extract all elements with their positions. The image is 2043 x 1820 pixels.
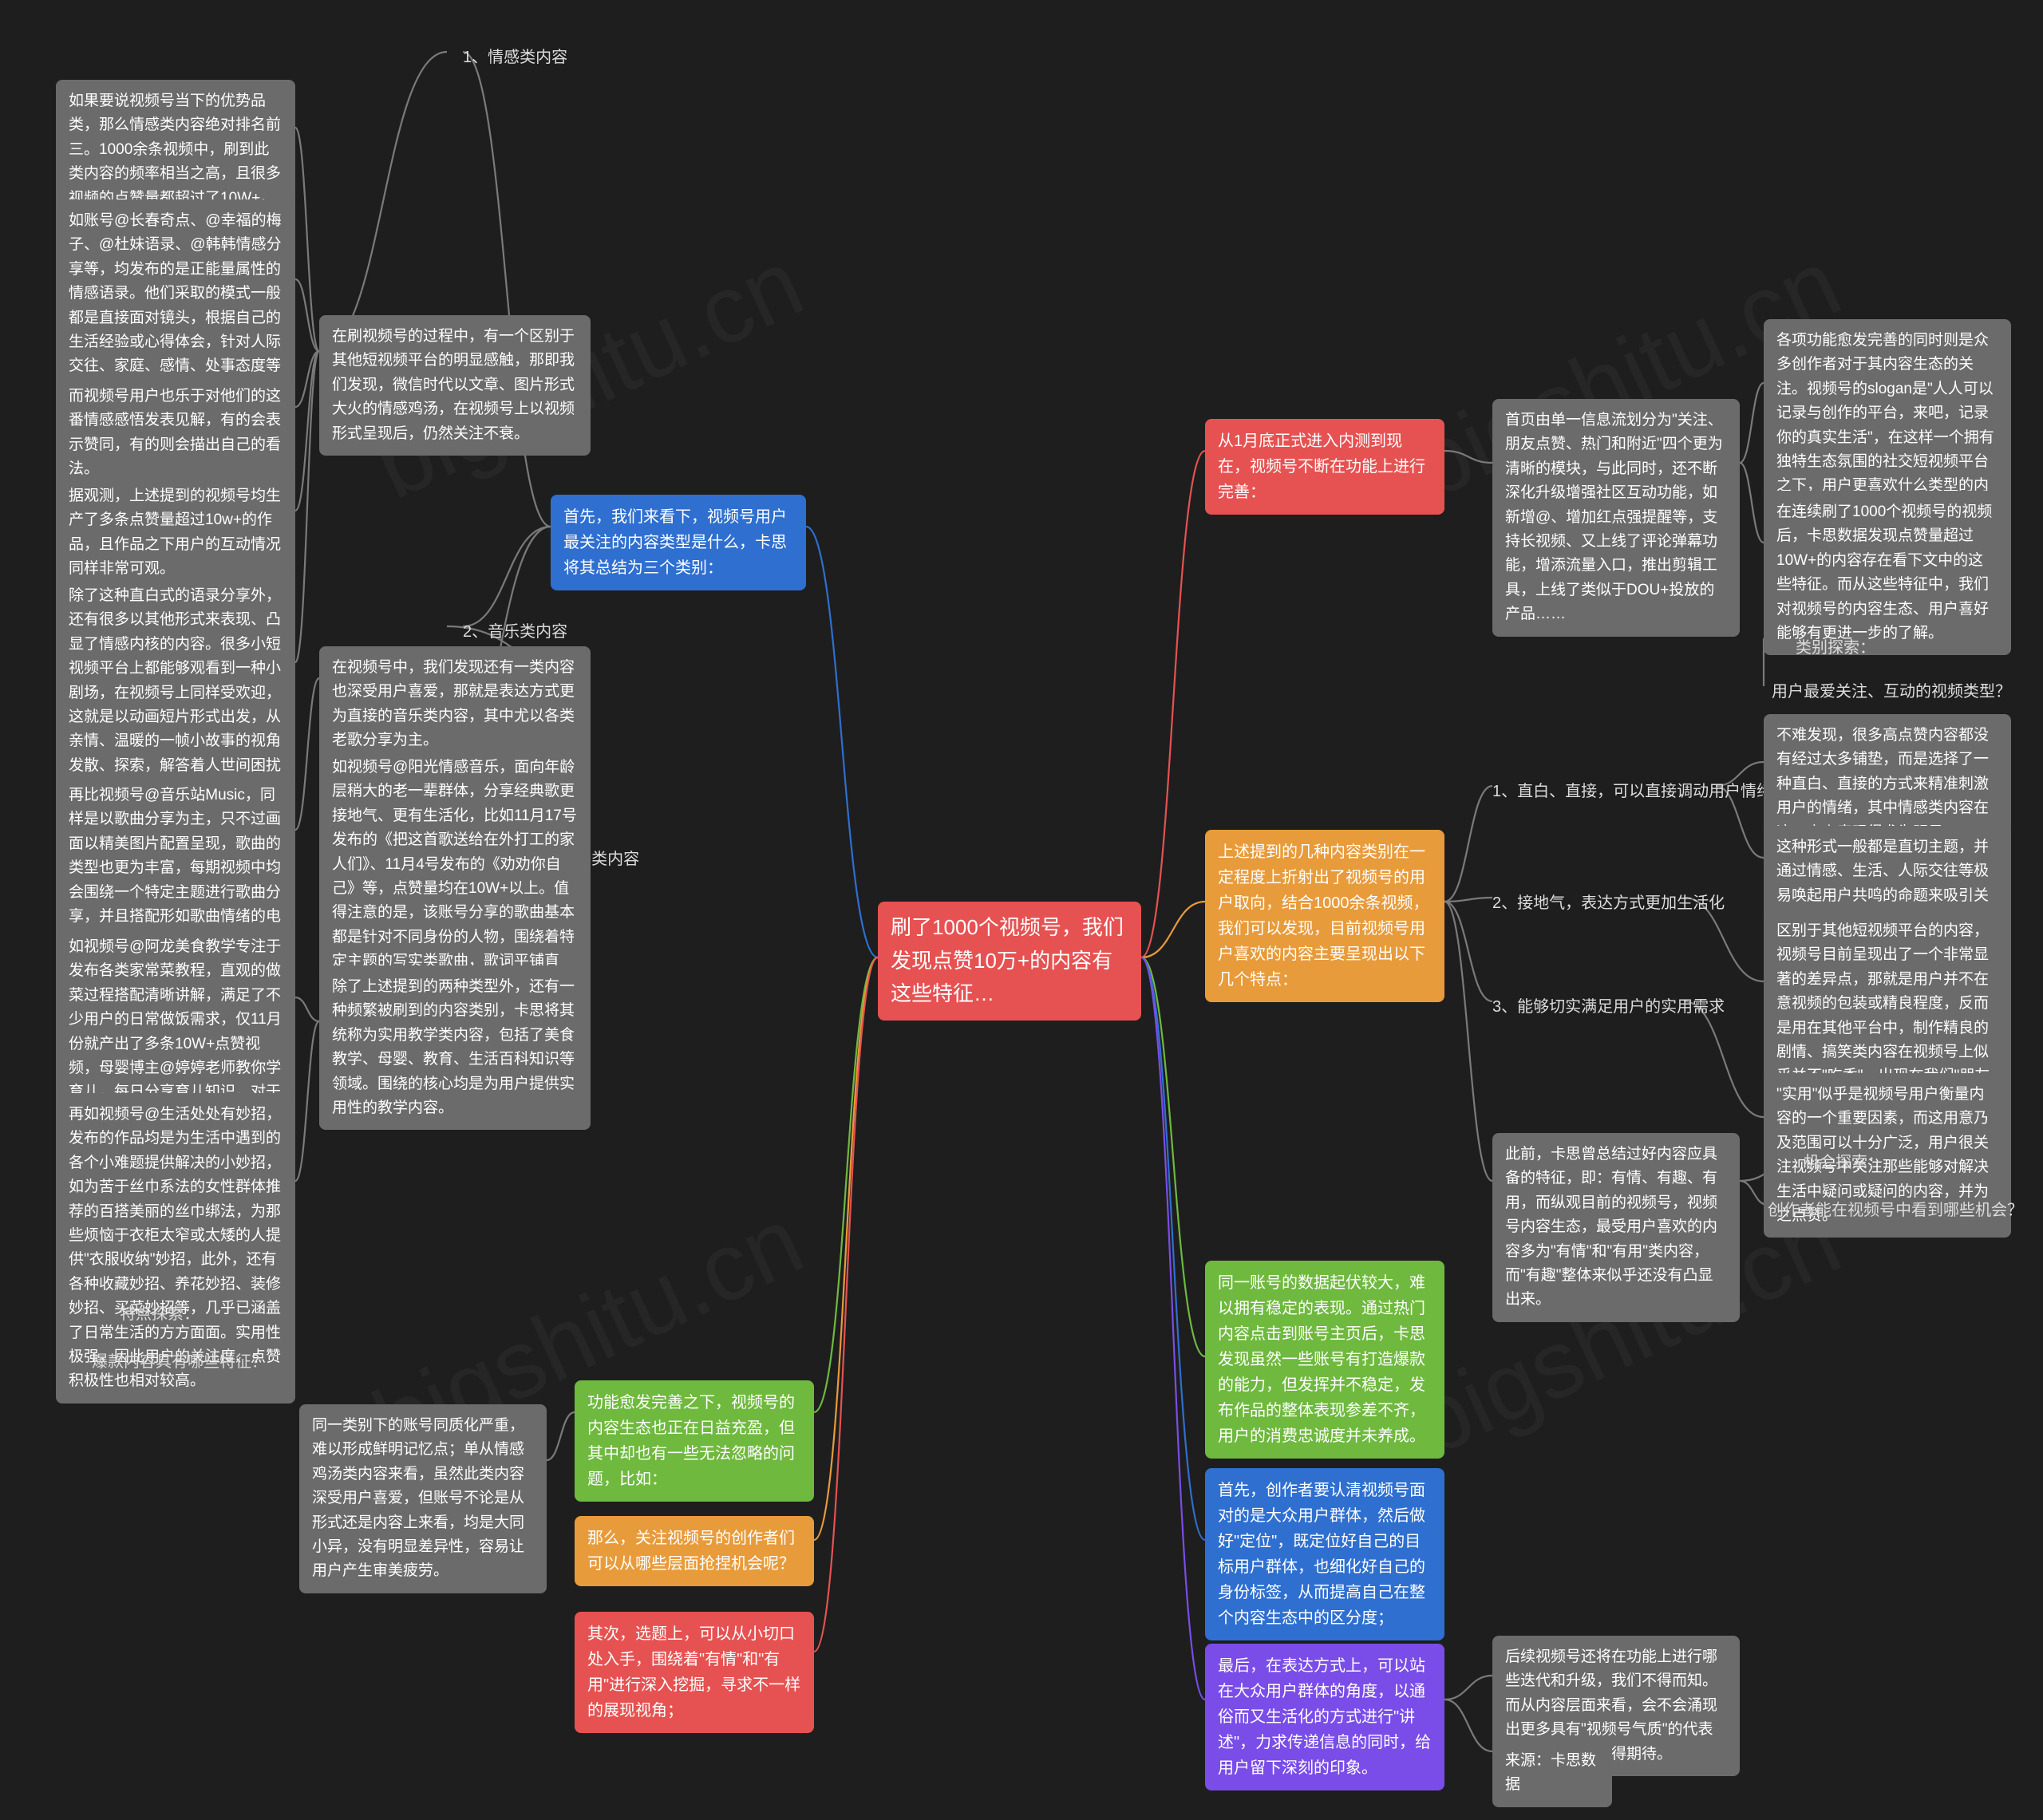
node-orange-right[interactable]: 上述提到的几种内容类别在一定程度上折射出了视频号的用户取向，结合1000余条视频… — [1205, 830, 1444, 1002]
node-blue-right[interactable]: 首先，创作者要认清视频号面对的是大众用户群体，然后做好"定位"，既定位好自己的目… — [1205, 1468, 1444, 1640]
cat1-intro[interactable]: 在刷视频号的过程中，有一个区别于其他短视频平台的明显感触，那即我们发现，微信时代… — [319, 315, 591, 456]
r-label-0: 类别探索： — [1796, 634, 1875, 657]
node-purple-right[interactable]: 最后，在表达方式上，可以站在大众用户群体的角度，以通俗而又生活化的方式进行"讲述… — [1205, 1644, 1444, 1790]
node-blue-main[interactable]: 首先，我们来看下，视频号用户最关注的内容类型是什么，卡思将其总结为三个类别： — [551, 495, 806, 590]
r-gray-label-2: 创作者能在视频号中看到哪些机会？ — [1768, 1197, 2023, 1220]
node-red-left[interactable]: 其次，选题上，可以从小切口处入手，围绕着"有情"和"有用"进行深入挖掘，寻求不一… — [575, 1612, 814, 1733]
node-green-sub[interactable]: 同一类别下的账号同质化严重，难以形成鲜明记忆点；单从情感鸡汤类内容来看，虽然此类… — [299, 1404, 547, 1593]
r-gray-label-1: 机会探索： — [1804, 1149, 1883, 1172]
cat2-label: 2、音乐类内容 — [463, 618, 567, 642]
node-green-left[interactable]: 功能愈发完善之下，视频号的内容生态也正在日益充盈，但其中却也有一些无法忽略的问题… — [575, 1380, 814, 1502]
cat1-item-2[interactable]: 而视频号用户也乐于对他们的这番情感感悟发表见解，有的会表示赞同，有的则会描出自己… — [56, 375, 295, 492]
cat3-intro[interactable]: 除了上述提到的两种类型外，还有一种频繁被刷到的内容类别，卡思将其统称为实用教学类… — [319, 965, 591, 1130]
cat1-item-3[interactable]: 据观测，上述提到的视频号均生产了多条点赞量超过10w+的作品，且作品之下用户的互… — [56, 475, 295, 591]
node-orange-left[interactable]: 那么，关注视频号的创作者们可以从哪些层面抢捏机会呢？ — [575, 1516, 814, 1586]
r-gray-box-0[interactable]: 此前，卡思曾总结过好内容应具备的特征，即：有情、有趣、有用，而纵观目前的视频号，… — [1492, 1133, 1740, 1322]
mindmap-canvas: bigshitu.cn bigshitu.cn bigshitu.cn bigs… — [0, 0, 2043, 1820]
r-red-sub-0[interactable]: 首页由单一信息流划分为"关注、朋友点赞、热门和附近"四个更为清晰的模块，与此同时… — [1492, 399, 1740, 637]
root-node[interactable]: 刷了1000个视频号，我们发现点赞10万+的内容有这些特征… — [878, 902, 1141, 1021]
cat2-intro[interactable]: 在视频号中，我们发现还有一类内容也深受用户喜爱，那就是表达方式更为直接的音乐类内… — [319, 646, 591, 763]
r-orange-cat-1: 2、接地气，表达方式更加生活化 — [1492, 890, 1725, 913]
left-label-0: 特点探索： — [120, 1301, 200, 1324]
r-orange-cat-0: 1、直白、直接，可以直接调动用户情绪 — [1492, 778, 1772, 801]
r-label-1: 用户最爱关注、互动的视频类型？ — [1772, 678, 2011, 701]
r-orange-cat-2: 3、能够切实满足用户的实用需求 — [1492, 993, 1725, 1017]
left-label-1: 爆款内容具有哪些特征？ — [92, 1348, 267, 1372]
r-purple-sub-1[interactable]: 来源：卡思数据 — [1492, 1739, 1612, 1807]
cat1-label: 1、情感类内容 — [463, 44, 567, 67]
r-red-sub-2[interactable]: 在连续刷了1000个视频号的视频后，卡思数据发现点赞量超过10W+的内容存在看下… — [1764, 491, 2011, 655]
node-green-right[interactable]: 同一账号的数据起伏较大，难以拥有稳定的表现。通过热门内容点击到账号主页后，卡思发… — [1205, 1261, 1444, 1459]
node-red-right[interactable]: 从1月底正式进入内测到现在，视频号不断在功能上进行完善： — [1205, 419, 1444, 515]
